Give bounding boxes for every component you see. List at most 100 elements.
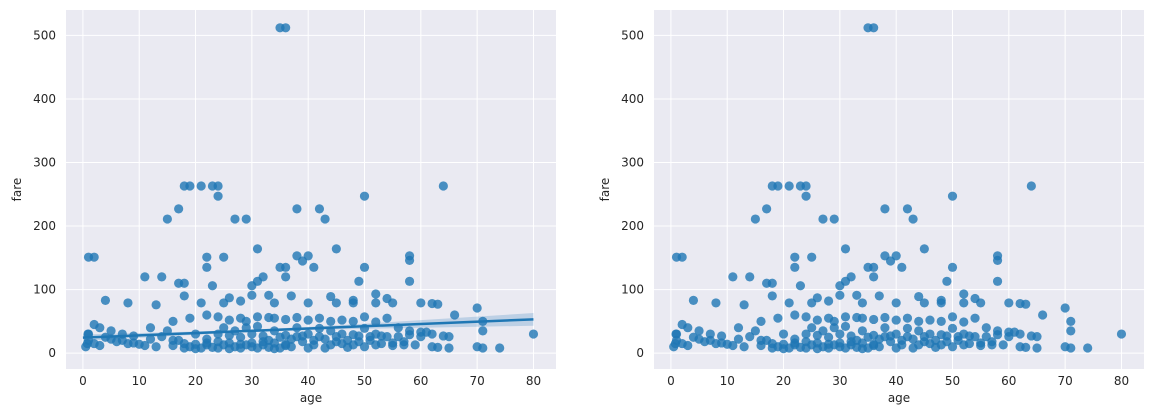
data-point: [416, 298, 426, 308]
data-point: [100, 295, 111, 305]
data-point: [801, 337, 811, 347]
data-point: [95, 340, 105, 351]
data-point: [1066, 343, 1076, 353]
data-point: [354, 337, 364, 347]
data-point: [987, 337, 997, 347]
data-point: [716, 331, 727, 341]
data-point: [1083, 343, 1093, 353]
data-point: [767, 291, 777, 301]
data-point: [371, 317, 381, 327]
data-point: [762, 204, 772, 214]
data-point: [185, 313, 195, 323]
data-point: [140, 340, 150, 351]
y-tick-label: 400: [33, 92, 56, 106]
data-point: [326, 316, 336, 326]
data-point: [190, 339, 201, 349]
data-point: [292, 312, 302, 323]
data-point: [745, 331, 755, 342]
data-point: [801, 329, 811, 339]
data-point: [857, 326, 867, 336]
data-point: [213, 191, 223, 201]
data-point: [812, 338, 822, 348]
data-point: [1021, 342, 1031, 352]
data-point: [162, 214, 172, 224]
data-point: [269, 298, 279, 308]
y-axis-label: fare: [598, 178, 612, 202]
data-point: [705, 335, 715, 346]
data-point: [947, 312, 958, 322]
data-point: [309, 335, 319, 346]
y-tick-label: 100: [33, 283, 56, 297]
data-point: [880, 204, 890, 214]
data-point: [902, 323, 913, 333]
data-point: [801, 181, 811, 191]
data-point: [174, 204, 184, 214]
data-point: [331, 337, 341, 347]
data-point: [812, 315, 822, 325]
data-point: [331, 244, 341, 254]
x-tick-label: 70: [1058, 374, 1073, 388]
data-point: [281, 314, 291, 325]
data-point: [320, 334, 330, 344]
data-point: [297, 337, 308, 347]
data-point: [863, 332, 873, 342]
x-tick-label: 20: [188, 374, 203, 388]
data-point: [773, 181, 783, 191]
data-point: [745, 272, 755, 282]
x-tick-label: 60: [1001, 374, 1016, 388]
y-tick-label: 100: [621, 283, 644, 297]
data-point: [959, 317, 969, 327]
data-point: [450, 310, 460, 320]
x-tick-label: 30: [244, 374, 259, 388]
data-point: [258, 337, 268, 347]
data-point: [157, 272, 167, 282]
data-point: [670, 338, 681, 349]
data-point: [880, 312, 890, 323]
data-point: [1066, 316, 1076, 326]
data-point: [914, 326, 924, 336]
data-point: [230, 214, 240, 224]
data-point: [756, 316, 766, 326]
data-point: [117, 335, 127, 346]
data-point: [739, 342, 749, 352]
data-point: [376, 338, 387, 349]
data-point: [348, 316, 358, 326]
data-point: [168, 340, 178, 351]
data-point: [343, 335, 353, 346]
data-point: [869, 339, 879, 349]
data-point: [309, 262, 319, 272]
data-point: [235, 339, 246, 349]
data-point: [275, 262, 285, 272]
data-point: [207, 281, 218, 291]
data-point: [891, 315, 901, 325]
x-tick-label: 40: [301, 374, 316, 388]
data-point: [762, 278, 772, 288]
data-point: [801, 312, 811, 322]
data-point: [252, 244, 263, 254]
data-point: [947, 323, 958, 333]
data-point: [823, 332, 834, 342]
y-tick-label: 500: [33, 28, 56, 42]
data-point: [399, 337, 409, 347]
data-point: [433, 342, 443, 352]
data-point: [778, 329, 789, 339]
data-point: [202, 252, 212, 262]
data-point: [835, 290, 845, 300]
data-point: [241, 214, 251, 224]
data-point: [998, 340, 1008, 350]
data-point: [992, 255, 1003, 265]
data-point: [807, 252, 817, 262]
data-point: [857, 313, 867, 323]
data-point: [202, 310, 212, 320]
x-axis-label: age: [888, 391, 910, 405]
data-point: [919, 337, 929, 347]
x-tick-label: 0: [79, 374, 87, 388]
data-point: [303, 298, 313, 308]
data-point: [359, 312, 370, 322]
data-point: [337, 329, 347, 339]
data-point: [123, 298, 133, 308]
data-point: [168, 316, 178, 326]
data-point: [1038, 310, 1048, 320]
x-tick-label: 80: [1114, 374, 1129, 388]
data-point: [936, 295, 946, 305]
